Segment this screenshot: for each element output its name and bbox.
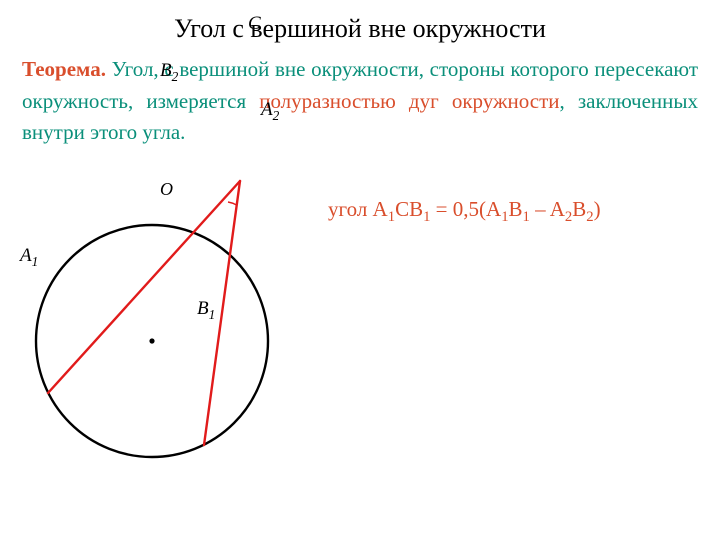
label-sub: 2 [172,69,179,84]
label-sub: 1 [209,307,216,322]
label-text: B [197,298,209,319]
label-text: B [160,60,172,81]
theorem-seg2: полуразностью дуг окружности [259,89,559,113]
label-A1: A1 [20,245,38,270]
formula-sub: 1 [523,209,530,225]
theorem-paragraph: Теорема. Угол, с вершиной вне окружности… [0,44,720,149]
formula-part: CB [395,197,423,221]
label-text: C [248,13,261,34]
formula: угол A1CB1 = 0,5(A1B1 – A2B2) [328,197,601,226]
label-B2: B2 [160,60,178,85]
angle-arc [228,202,237,205]
formula-part: – A [530,197,565,221]
center-dot [149,338,154,343]
line-c-a1 [48,181,240,393]
label-O: O [160,179,173,200]
label-text: O [160,179,173,199]
formula-part: ) [594,197,601,221]
diagram-container: C B2 A2 O A1 B1 [0,149,320,489]
label-sub: 2 [273,108,280,123]
formula-sub: 2 [586,209,593,225]
formula-part: B [509,197,523,221]
label-text: A [261,99,273,120]
formula-sub: 1 [501,209,508,225]
formula-part: угол A [328,197,388,221]
label-text: A [20,245,32,266]
theorem-label: Теорема. [22,57,106,81]
label-A2: A2 [261,99,279,124]
formula-sub: 1 [388,209,395,225]
label-sub: 1 [32,254,39,269]
label-C: C [248,13,261,35]
formula-part: = 0,5(A [430,197,501,221]
formula-part: B [572,197,586,221]
title-text: Угол с вершиной вне окружности [174,14,546,43]
label-B1: B1 [197,298,215,323]
page-title: Угол с вершиной вне окружности [0,0,720,44]
